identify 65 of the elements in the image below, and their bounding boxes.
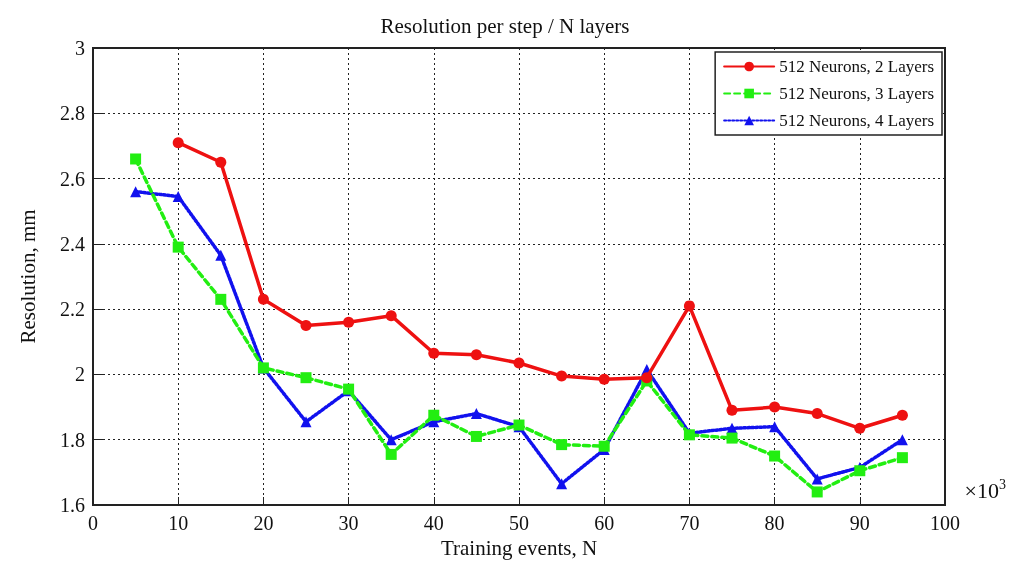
y-tick-label: 2	[75, 363, 85, 386]
point	[513, 357, 525, 369]
point	[343, 316, 355, 328]
point	[683, 300, 695, 312]
x-tick-label: 40	[423, 512, 444, 534]
point	[300, 319, 312, 331]
x-tick-label: 90	[849, 512, 870, 534]
point	[769, 450, 781, 462]
point	[130, 186, 142, 198]
point	[769, 401, 781, 413]
point	[385, 448, 397, 460]
x-tick-label: 80	[764, 512, 785, 534]
point	[811, 473, 823, 485]
point	[726, 432, 738, 444]
point	[470, 349, 482, 361]
x-tick-label: 30	[338, 512, 359, 534]
point	[172, 241, 184, 253]
point	[172, 191, 184, 203]
point	[300, 372, 312, 384]
y-axis-title: Resolution, mm	[15, 209, 40, 344]
point	[811, 408, 823, 420]
legend-label: 512 Neurons, 2 Layers	[779, 57, 935, 76]
y-tick-label: 2.6	[60, 167, 85, 190]
point	[172, 137, 184, 149]
chart-title: Resolution per step / N layers	[380, 13, 630, 38]
point	[428, 347, 440, 359]
point	[769, 421, 781, 433]
point	[854, 422, 866, 434]
x-tick-label: 50	[509, 512, 529, 534]
y-tick-label: 2.2	[60, 298, 85, 321]
point	[428, 409, 440, 421]
point	[385, 310, 397, 322]
point	[215, 293, 227, 305]
point	[556, 478, 568, 490]
x-tick-label: 60	[594, 512, 615, 534]
x-tick-label: 20	[253, 512, 274, 534]
point	[598, 440, 610, 452]
x-axis-title: Training events, N	[440, 536, 598, 561]
point	[130, 153, 142, 165]
point	[556, 439, 568, 451]
legend-label: 512 Neurons, 4 Layers	[779, 111, 935, 130]
point	[556, 370, 568, 382]
point	[598, 373, 610, 385]
x-tick-label: 100	[930, 512, 960, 534]
point	[896, 434, 908, 446]
point	[726, 404, 738, 416]
y-tick-label: 2.8	[60, 102, 85, 125]
point	[257, 293, 269, 305]
point	[470, 408, 482, 420]
x-tick-label: 10	[168, 512, 189, 534]
x-tick-label: 0	[88, 512, 98, 534]
point	[811, 486, 823, 498]
legend-label: 512 Neurons, 3 Layers	[779, 84, 935, 103]
x-tick-label: 70	[679, 512, 700, 534]
y-tick-label: 1.6	[60, 494, 85, 516]
point	[470, 430, 482, 442]
point	[300, 416, 312, 428]
y-tick-label: 3	[75, 37, 85, 59]
point	[215, 156, 227, 168]
y-tick-label: 2.4	[60, 232, 85, 255]
point	[215, 249, 227, 261]
y-tick-label: 1.8	[60, 428, 85, 451]
point	[896, 409, 908, 421]
point	[854, 465, 866, 477]
point	[896, 452, 908, 464]
